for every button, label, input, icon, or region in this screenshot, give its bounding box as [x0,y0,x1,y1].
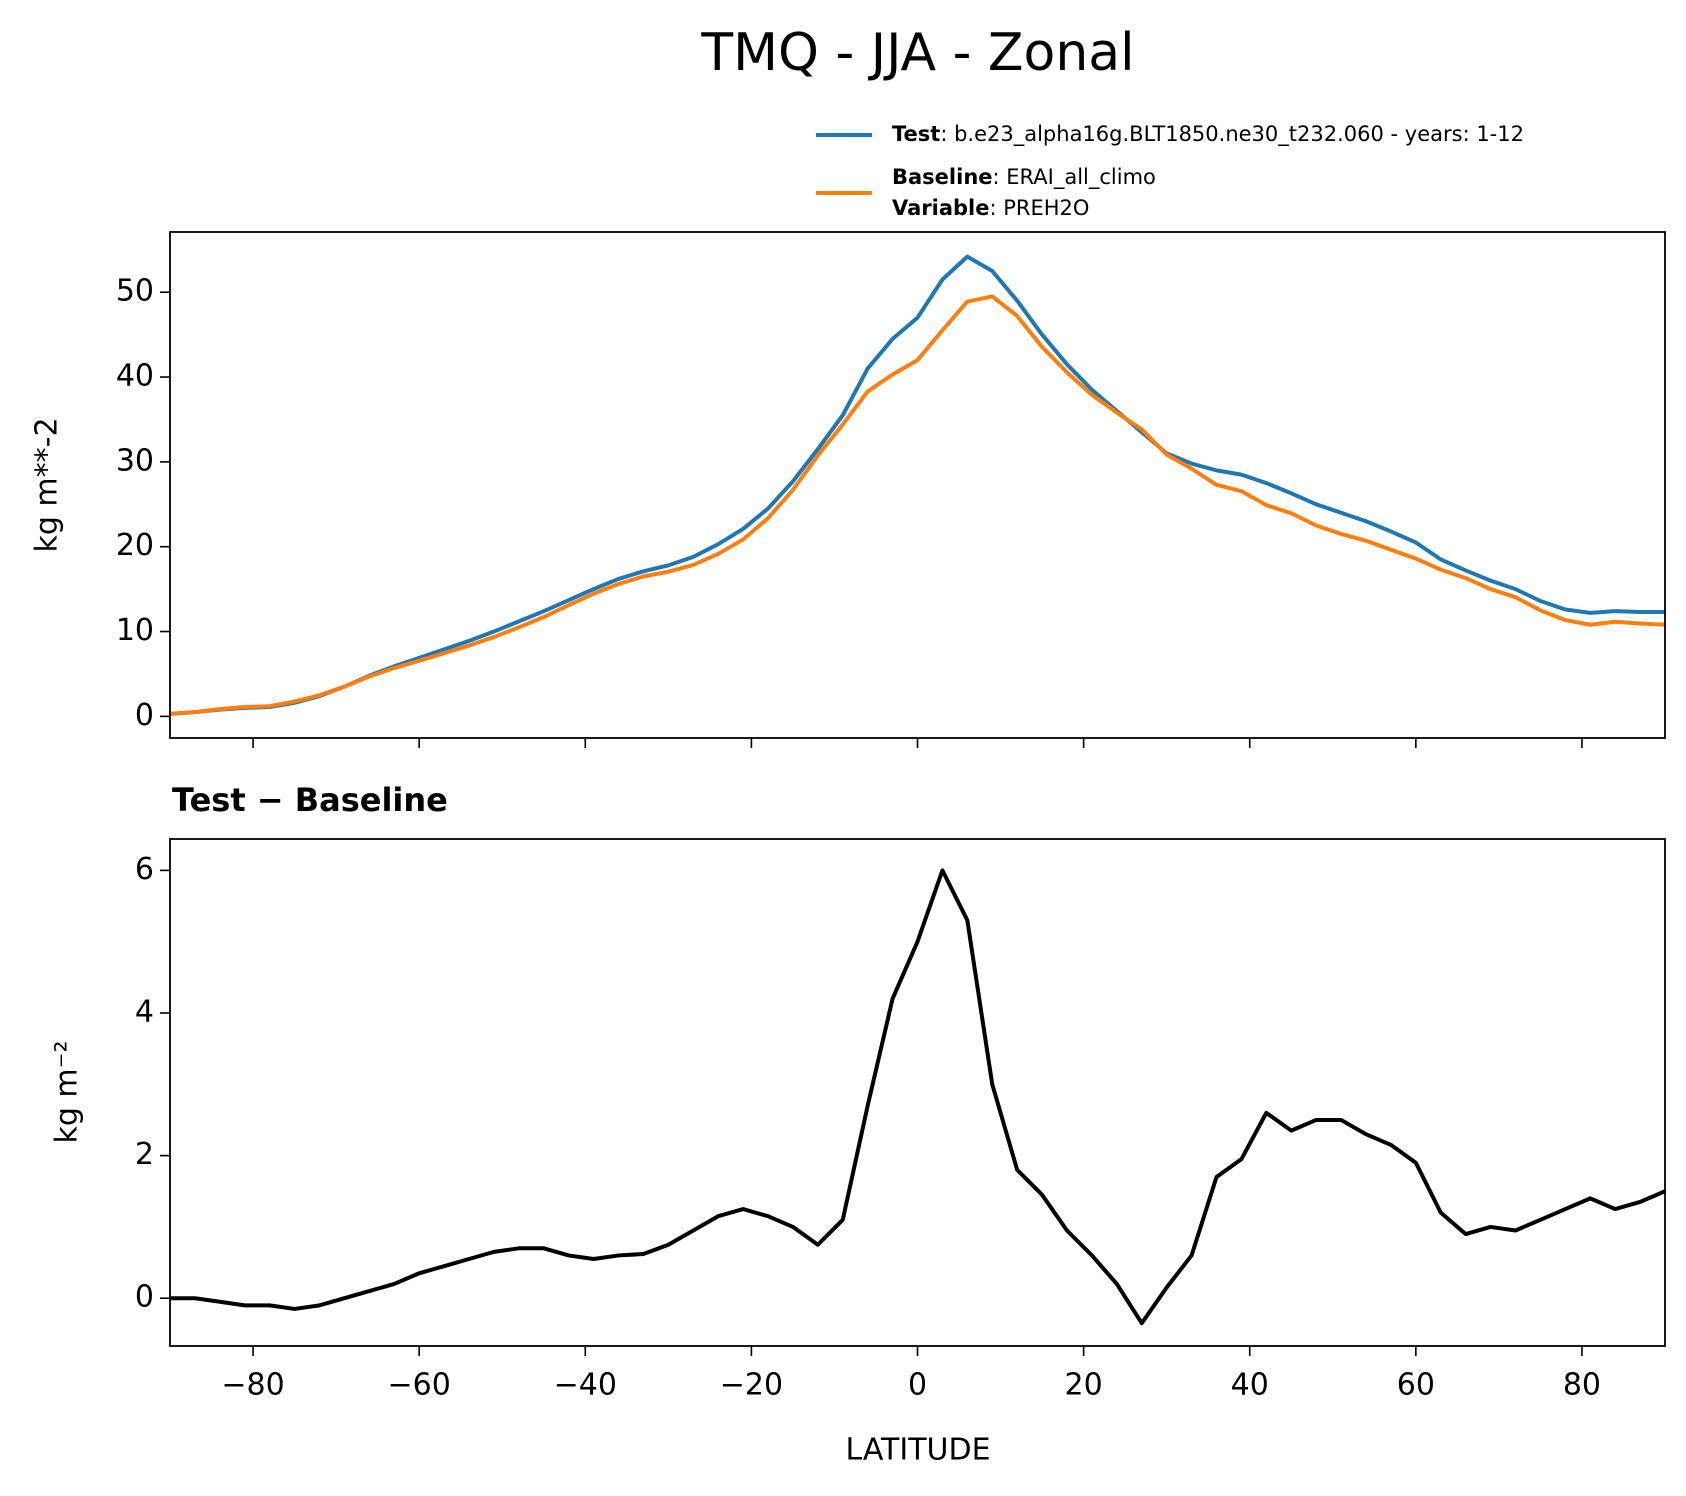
legend-name: Baseline [892,165,993,189]
y-tick-label: 0 [135,698,154,733]
data-line [170,868,1665,1326]
x-tick-label: 0 [908,1368,927,1403]
x-axis-label: LATITUDE [845,1433,990,1468]
legend-variable: Variable: PREH2O [892,196,1089,220]
legend-detail: : b.e23_alpha16g.BLT1850.ne30_t232.060 -… [940,122,1524,147]
y-tick-label: 50 [116,274,154,309]
x-tick-label: 60 [1397,1368,1435,1403]
y-tick-label: 10 [116,613,154,648]
x-tick-label: 20 [1065,1368,1103,1403]
y-tick-label: 20 [116,528,154,563]
legend-name: Test [892,122,940,146]
y-tick-label: 4 [135,994,154,1029]
axes-frame [169,838,1666,1347]
legend-detail: : ERAI_all_climo [993,165,1156,190]
y-tick-label: 30 [116,443,154,478]
x-tick-label: 40 [1231,1368,1269,1403]
x-tick-label: −20 [720,1368,783,1403]
y-axis-label: kg m⁻² [50,1040,85,1143]
x-tick-label: −40 [554,1368,617,1403]
variable-text: : PREH2O [989,196,1089,220]
x-tick-label: −80 [221,1368,284,1403]
y-axis-label: kg m**-2 [30,417,65,552]
figure-title: TMQ - JJA - Zonal [700,23,1134,83]
legend-entry: Test: b.e23_alpha16g.BLT1850.ne30_t232.0… [892,122,1524,147]
y-tick-label: 6 [135,852,154,887]
data-line [170,254,1665,716]
subplot-title: Test − Baseline [172,781,448,819]
legend-entry: Baseline: ERAI_all_climo [892,165,1156,190]
data-line [170,294,1665,716]
x-tick-label: 80 [1563,1368,1601,1403]
variable-label: Variable [892,196,989,220]
x-tick-label: −60 [388,1368,451,1403]
axes-frame [169,231,1666,739]
y-tick-label: 0 [135,1280,154,1315]
y-tick-label: 2 [135,1137,154,1172]
y-tick-label: 40 [116,359,154,394]
